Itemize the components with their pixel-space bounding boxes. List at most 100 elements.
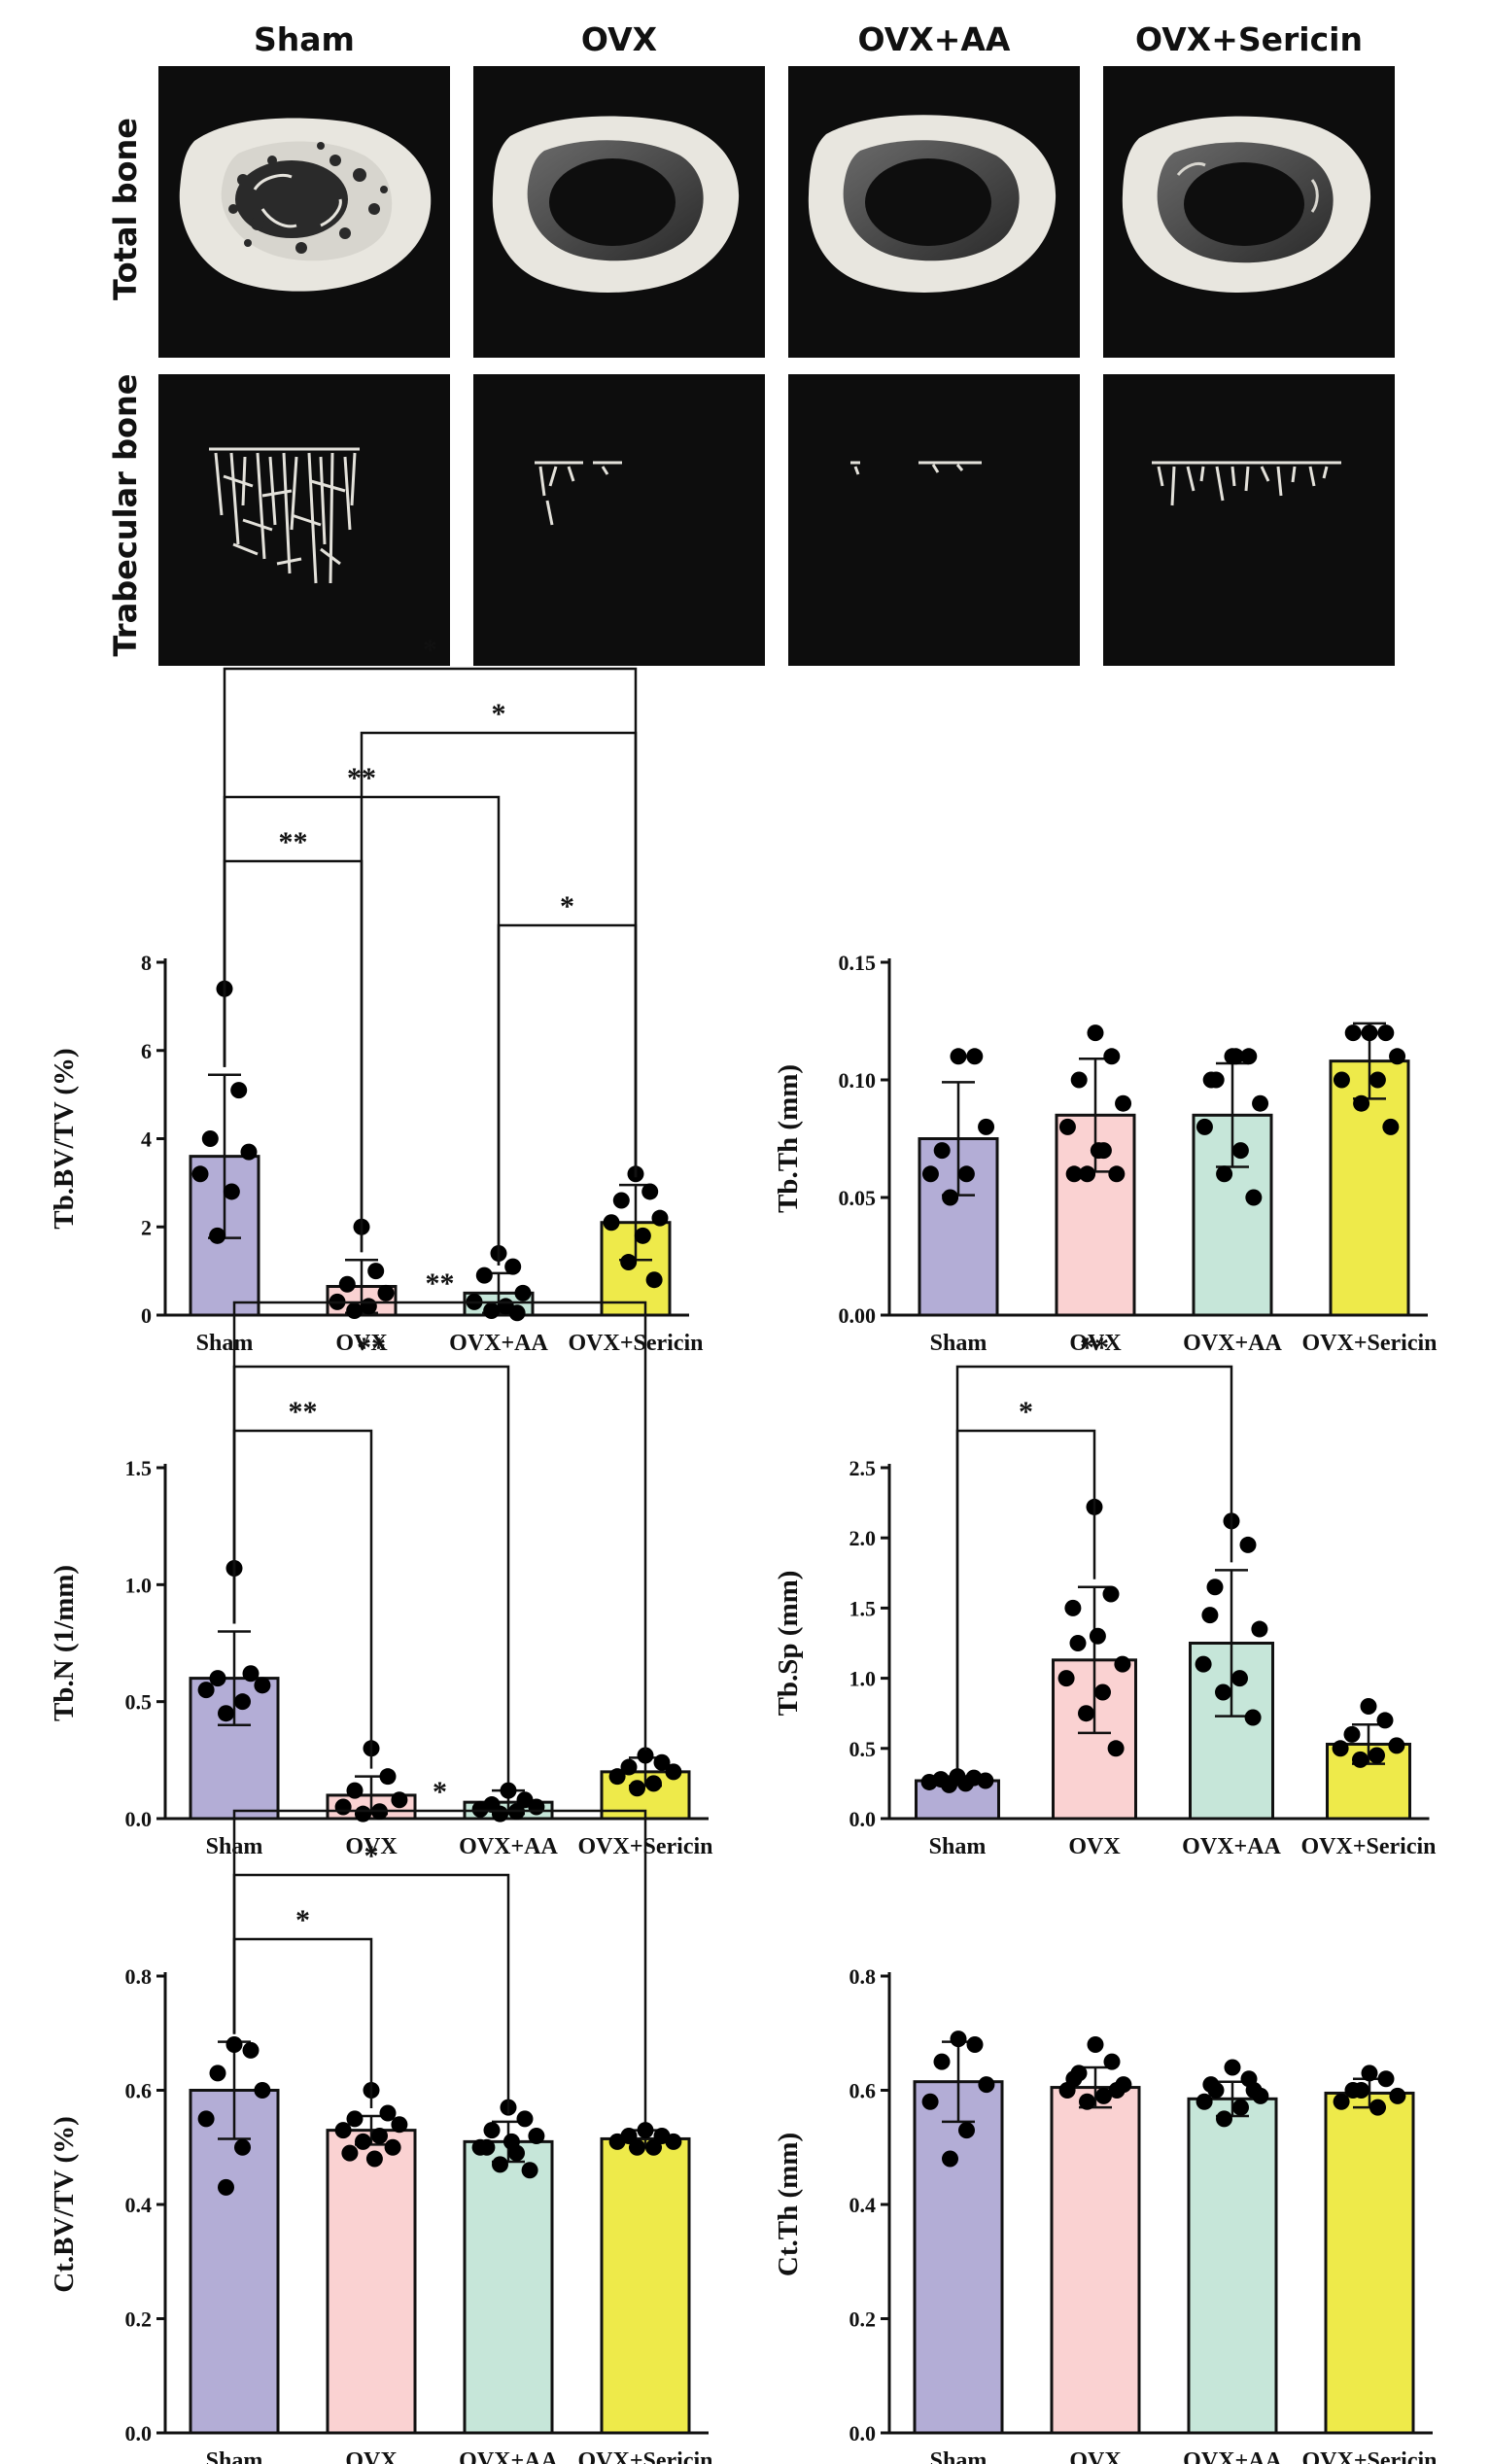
data-point-ovx xyxy=(1102,1585,1120,1603)
data-point-sham xyxy=(942,1189,959,1206)
data-point-ovx xyxy=(1114,1655,1131,1673)
data-point-ovx-sericin xyxy=(1389,1048,1406,1065)
data-point-ovx-sericin xyxy=(645,1775,662,1792)
total-bone-image-ovx-sericin xyxy=(1103,66,1395,358)
data-point-ovx-aa xyxy=(502,2133,520,2150)
data-point-ovx-aa xyxy=(1231,1142,1249,1160)
y-axis-label: Ct.Th (mm) xyxy=(773,2133,804,2276)
data-point-ovx-sericin xyxy=(1352,1751,1369,1768)
y-tick-label: 4 xyxy=(141,1128,152,1152)
x-tick-label-ovx: OVX xyxy=(1068,1834,1121,1859)
data-point-sham xyxy=(242,2041,260,2059)
y-tick-label: 0.6 xyxy=(125,2079,153,2103)
data-point-ovx-aa xyxy=(492,1805,508,1822)
data-point-ovx-aa xyxy=(1216,1165,1233,1183)
data-point-ovx-aa xyxy=(514,1284,532,1301)
data-point-ovx xyxy=(1095,2087,1112,2104)
data-point-sham xyxy=(209,2065,226,2082)
data-point-ovx-aa xyxy=(492,2156,508,2173)
data-point-sham xyxy=(921,2093,939,2110)
data-point-ovx-sericin xyxy=(651,1209,669,1227)
column-header-ovx-aa: OVX+AA xyxy=(858,20,1011,58)
data-point-ovx-aa xyxy=(1251,1620,1268,1638)
data-point-ovx xyxy=(371,2128,388,2144)
x-tick-label-ovx-aa: OVX+AA xyxy=(1183,1331,1282,1356)
data-point-ovx xyxy=(1065,1165,1083,1183)
data-point-sham xyxy=(197,2110,215,2128)
y-tick-label: 0.2 xyxy=(849,2308,877,2332)
bar-ovx xyxy=(326,2129,417,2435)
data-point-ovx-sericin xyxy=(1369,2099,1386,2116)
data-point-sham xyxy=(966,1048,984,1065)
bar-sham xyxy=(189,2089,280,2435)
data-point-ovx xyxy=(391,2116,408,2134)
data-point-sham xyxy=(941,1776,957,1793)
data-point-ovx-sericin xyxy=(645,2138,662,2156)
charts-area: 0 2 4 6 8 Tb.BV/TV (%) Sham OVX OVX+AA OVX+Serici… xyxy=(49,634,1438,2464)
data-point-sham xyxy=(218,2178,234,2196)
data-point-ovx xyxy=(1087,2036,1104,2053)
y-tick-label: 0.15 xyxy=(839,951,877,975)
data-point-ovx-aa xyxy=(528,1798,545,1816)
data-point-sham xyxy=(234,1693,251,1711)
data-point-ovx xyxy=(1107,1740,1125,1757)
data-point-ovx-aa xyxy=(1231,1670,1248,1687)
bar-ovx-sericin xyxy=(1324,2091,1415,2435)
data-point-ovx-aa xyxy=(1245,1189,1263,1206)
y-tick-label: 0.8 xyxy=(125,1964,153,1989)
y-axis-label: Tb.Sp (mm) xyxy=(773,1571,804,1717)
data-point-ovx-aa xyxy=(528,2128,545,2144)
data-point-ovx xyxy=(334,2122,352,2139)
data-point-ovx-aa xyxy=(1227,1048,1244,1065)
data-point-ovx-aa xyxy=(1240,1048,1258,1065)
y-tick-label: 6 xyxy=(141,1039,152,1063)
bar-sham xyxy=(913,2080,1004,2435)
data-point-sham xyxy=(920,1773,938,1790)
total-bone-image-ovx-aa xyxy=(788,66,1080,358)
significance-label: * xyxy=(423,634,437,666)
significance-label: * xyxy=(433,1776,447,1808)
data-point-ovx xyxy=(360,1298,377,1315)
significance-bracket xyxy=(497,923,638,1266)
significance-bracket xyxy=(232,1937,373,2108)
data-point-sham xyxy=(950,2030,967,2048)
data-point-ovx-aa xyxy=(1244,1709,1262,1726)
data-point-ovx-aa xyxy=(1201,1607,1219,1624)
data-point-ovx-sericin xyxy=(634,1227,651,1244)
x-tick-label-ovx: OVX xyxy=(1069,1331,1122,1356)
data-point-ovx-sericin xyxy=(1344,1024,1362,1042)
significance-label: * xyxy=(560,890,574,922)
data-point-ovx-aa xyxy=(521,2162,538,2179)
data-point-ovx xyxy=(346,2110,364,2128)
x-tick-label-ovx-sericin: OVX+Sericin xyxy=(1302,1331,1438,1356)
chart-tbth: 0.00 0.05 0.10 0.15 Tb.Th (mm) Sham OVX OVX+AA O… xyxy=(773,951,1438,1356)
y-tick-label: 1.5 xyxy=(849,1596,877,1620)
data-point-sham xyxy=(978,1118,995,1135)
y-tick-label: 0.05 xyxy=(839,1186,877,1210)
y-tick-label: 0.8 xyxy=(849,1964,877,1989)
data-point-ovx-aa xyxy=(1252,1094,1269,1112)
data-point-sham xyxy=(933,2053,951,2070)
y-axis-label: Tb.BV/TV (%) xyxy=(49,1048,80,1229)
total-bone-image-sham xyxy=(158,66,450,358)
significance-bracket xyxy=(223,667,638,1178)
data-point-ovx-aa xyxy=(478,2138,496,2156)
data-point-ovx xyxy=(1090,1142,1107,1160)
data-point-ovx-sericin xyxy=(1333,1071,1350,1089)
data-point-ovx-aa xyxy=(504,1258,522,1275)
x-tick-label-ovx: OVX xyxy=(1069,2448,1122,2464)
x-tick-label-ovx-sericin: OVX+Sericin xyxy=(569,1331,704,1356)
data-point-sham xyxy=(234,2138,251,2156)
data-point-ovx xyxy=(365,2150,383,2168)
data-point-sham xyxy=(966,2036,984,2053)
data-point-ovx-sericin xyxy=(665,2133,682,2150)
significance-bracket xyxy=(955,1365,1233,1769)
data-point-sham xyxy=(218,1705,234,1722)
data-point-ovx xyxy=(379,1768,397,1786)
y-tick-label: 1.0 xyxy=(125,1573,153,1597)
total-bone-image-ovx xyxy=(473,66,765,358)
data-point-ovx-aa xyxy=(1202,2076,1220,2094)
data-point-ovx-sericin xyxy=(1360,1697,1377,1715)
data-point-sham xyxy=(209,1227,226,1244)
row-header-total-bone: Total bone xyxy=(107,118,144,300)
